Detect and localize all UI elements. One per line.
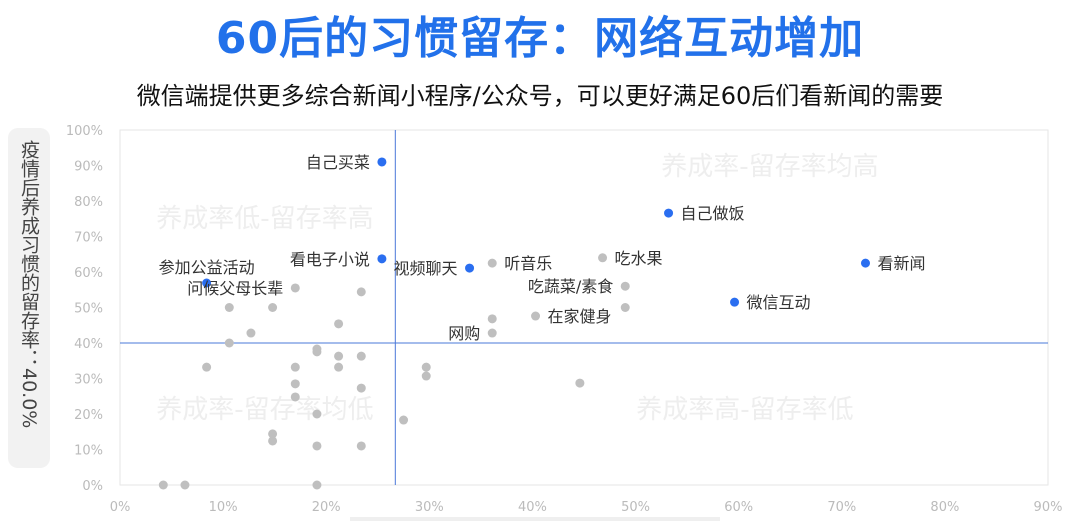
bottom-bar bbox=[350, 517, 720, 521]
x-tick-label: 80% bbox=[930, 500, 959, 515]
y-tick-label: 80% bbox=[74, 195, 103, 210]
quadrant-label: 养成率-留存率均低 bbox=[156, 395, 373, 425]
x-tick-label: 40% bbox=[518, 500, 547, 515]
y-tick-label: 0% bbox=[82, 479, 103, 494]
data-point bbox=[531, 311, 541, 321]
data-point bbox=[620, 303, 630, 312]
y-tick-label: 30% bbox=[74, 373, 103, 388]
data-label: 问候父母长辈 bbox=[187, 279, 283, 298]
y-tick-label: 50% bbox=[74, 302, 103, 317]
data-point bbox=[356, 351, 366, 361]
data-point bbox=[377, 157, 387, 167]
data-point bbox=[575, 378, 585, 388]
y-axis-label-box bbox=[8, 128, 50, 468]
plot-area bbox=[119, 129, 1049, 486]
data-label: 看新闻 bbox=[877, 254, 925, 273]
data-point bbox=[334, 362, 344, 372]
y-tick-label: 20% bbox=[74, 408, 103, 423]
data-point bbox=[290, 392, 300, 402]
data-point bbox=[620, 281, 630, 291]
x-tick-label: 60% bbox=[724, 500, 753, 515]
data-label: 吃水果 bbox=[615, 249, 663, 268]
data-label: 吃蔬菜/素食 bbox=[528, 277, 613, 296]
data-point bbox=[158, 480, 168, 490]
data-label: 自己买菜 bbox=[306, 153, 370, 172]
data-point bbox=[312, 441, 322, 451]
data-label: 微信互动 bbox=[747, 293, 811, 312]
data-label: 听音乐 bbox=[504, 254, 552, 273]
data-point bbox=[356, 441, 366, 451]
data-point bbox=[290, 283, 300, 293]
page-subtitle: 微信端提供更多综合新闻小程序/公众号，可以更好满足60后们看新闻的需要 bbox=[136, 82, 944, 110]
data-point bbox=[312, 347, 322, 357]
x-tick-label: 20% bbox=[312, 500, 341, 515]
data-label: 网购 bbox=[448, 324, 480, 343]
data-point bbox=[290, 362, 300, 372]
data-point bbox=[334, 319, 344, 329]
y-tick-label: 90% bbox=[74, 160, 103, 175]
data-point bbox=[246, 328, 256, 338]
y-axis-label: 疫情后养成习惯的留存率：40.0% bbox=[18, 140, 40, 429]
data-point bbox=[465, 263, 475, 273]
y-tick-label: 10% bbox=[74, 444, 103, 459]
data-point bbox=[268, 429, 278, 439]
data-point bbox=[664, 208, 674, 218]
x-tick-label: 50% bbox=[621, 500, 650, 515]
y-tick-label: 60% bbox=[74, 266, 103, 281]
data-point bbox=[487, 314, 497, 324]
data-point bbox=[860, 258, 870, 268]
data-point bbox=[598, 253, 608, 263]
y-tick-label: 100% bbox=[66, 124, 103, 139]
data-point bbox=[487, 328, 497, 338]
data-point bbox=[180, 480, 190, 490]
x-tick-label: 10% bbox=[209, 500, 238, 515]
data-point bbox=[421, 371, 431, 381]
data-point bbox=[290, 379, 300, 389]
x-tick-label: 0% bbox=[110, 500, 131, 515]
data-point bbox=[202, 362, 212, 372]
data-point bbox=[487, 258, 497, 268]
data-point bbox=[399, 415, 409, 425]
data-point bbox=[224, 303, 234, 312]
data-point bbox=[356, 383, 366, 393]
page-title: 60后的习惯留存：网络互动增加 bbox=[215, 13, 865, 64]
data-point bbox=[312, 409, 322, 419]
data-point bbox=[224, 338, 234, 348]
data-label: 视频聊天 bbox=[394, 259, 458, 278]
data-point bbox=[268, 303, 278, 312]
y-tick-label: 40% bbox=[74, 337, 103, 352]
data-label: 参加公益活动 bbox=[159, 258, 255, 277]
x-tick-label: 30% bbox=[415, 500, 444, 515]
data-point bbox=[202, 278, 212, 288]
data-point bbox=[421, 362, 431, 372]
data-point bbox=[312, 480, 322, 490]
data-point bbox=[268, 436, 278, 446]
quadrant-label: 养成率低-留存率高 bbox=[156, 204, 373, 234]
data-label: 自己做饭 bbox=[681, 204, 745, 223]
data-point bbox=[377, 254, 387, 264]
x-tick-label: 90% bbox=[1034, 500, 1063, 515]
quadrant-label: 养成率高-留存率低 bbox=[636, 395, 853, 425]
data-point bbox=[730, 297, 740, 307]
data-point bbox=[356, 287, 366, 297]
quadrant-label: 养成率-留存率均高 bbox=[661, 152, 878, 182]
y-tick-label: 70% bbox=[74, 231, 103, 246]
data-label: 看电子小说 bbox=[290, 250, 370, 269]
data-point bbox=[334, 351, 344, 361]
data-label: 在家健身 bbox=[548, 307, 612, 326]
x-tick-label: 70% bbox=[827, 500, 856, 515]
